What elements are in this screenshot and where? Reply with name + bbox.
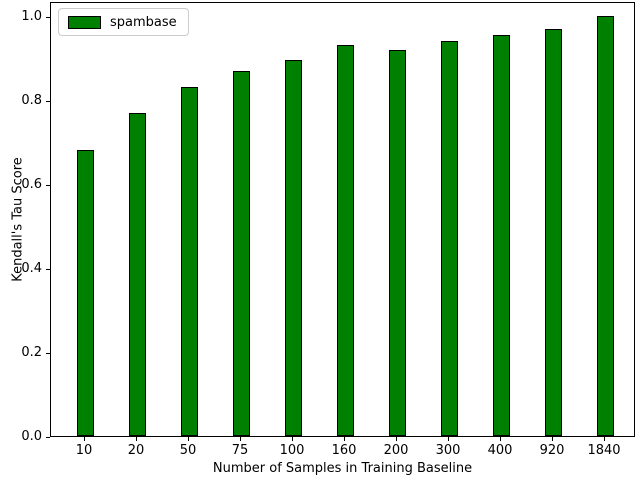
y-tick-mark-0.8 xyxy=(46,100,50,102)
y-tick-mark-0.4 xyxy=(46,268,50,270)
x-tick-mark-200 xyxy=(396,437,397,441)
bar-200 xyxy=(388,50,406,436)
x-tick-mark-1840 xyxy=(604,437,605,441)
y-tick-label-0.4: 0.4 xyxy=(21,261,42,276)
y-tick-label-0.6: 0.6 xyxy=(21,177,42,192)
plot-area: spambase xyxy=(50,2,635,437)
x-axis-label: Number of Samples in Training Baseline xyxy=(212,461,473,476)
bar-920 xyxy=(544,29,562,436)
bar-1840 xyxy=(596,16,614,436)
legend-label: spambase xyxy=(110,14,177,30)
x-tick-label-1840: 1840 xyxy=(587,443,621,458)
x-tick-mark-75 xyxy=(240,437,241,441)
y-tick-label-1.0: 1.0 xyxy=(21,9,42,24)
y-tick-mark-1.0 xyxy=(46,16,50,18)
x-tick-mark-160 xyxy=(344,437,345,441)
x-tick-label-20: 20 xyxy=(127,443,145,458)
x-tick-mark-300 xyxy=(448,437,449,441)
y-tick-label-0.8: 0.8 xyxy=(21,93,42,108)
y-tick-label-0.2: 0.2 xyxy=(21,345,42,360)
x-tick-label-200: 200 xyxy=(383,443,409,458)
legend: spambase xyxy=(58,8,189,36)
legend-swatch-icon xyxy=(68,15,101,29)
x-tick-label-50: 50 xyxy=(179,443,197,458)
x-tick-mark-100 xyxy=(292,437,293,441)
bar-400 xyxy=(492,35,510,436)
x-tick-mark-10 xyxy=(84,437,85,441)
x-tick-label-100: 100 xyxy=(279,443,305,458)
x-tick-mark-400 xyxy=(500,437,501,441)
bar-50 xyxy=(180,87,198,436)
x-tick-label-400: 400 xyxy=(487,443,513,458)
bar-10 xyxy=(76,150,94,436)
x-tick-mark-20 xyxy=(136,437,137,441)
y-tick-mark-0.6 xyxy=(46,184,50,186)
x-tick-label-160: 160 xyxy=(331,443,357,458)
x-tick-label-920: 920 xyxy=(539,443,565,458)
bar-100 xyxy=(284,60,302,436)
bar-75 xyxy=(232,71,250,436)
y-tick-mark-0.2 xyxy=(46,352,50,354)
x-tick-mark-920 xyxy=(552,437,553,441)
y-tick-mark-0.0 xyxy=(46,436,50,438)
bar-160 xyxy=(336,45,354,436)
bar-20 xyxy=(128,113,146,436)
bar-300 xyxy=(440,41,458,436)
x-tick-label-10: 10 xyxy=(75,443,93,458)
x-tick-label-300: 300 xyxy=(435,443,461,458)
x-tick-label-75: 75 xyxy=(231,443,249,458)
y-tick-label-0.0: 0.0 xyxy=(21,429,42,444)
x-tick-mark-50 xyxy=(188,437,189,441)
